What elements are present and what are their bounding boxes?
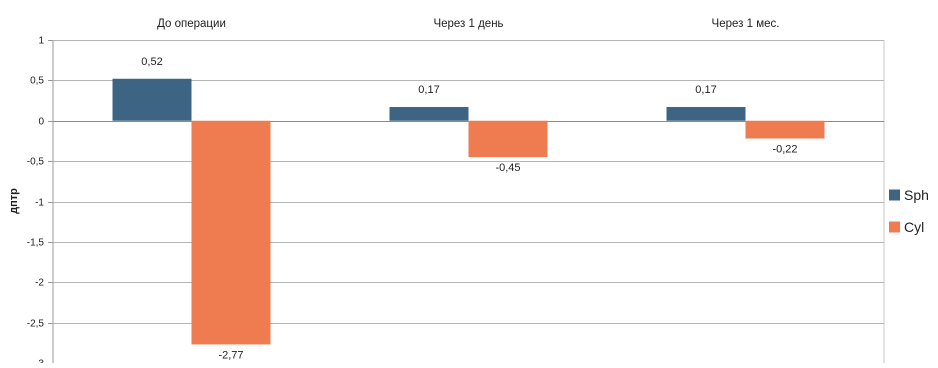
y-tick-label: -2,5 [27,319,45,330]
data-label: -0,45 [495,162,520,174]
category-label: До операции [157,18,226,30]
legend-label-sph: Sph [904,187,929,203]
y-tick-label: -2 [35,278,44,289]
bar-cyl [745,120,825,139]
category-label: Через 1 день [433,18,503,30]
data-label: -2,77 [218,349,243,361]
y-axis-label: дптр [8,188,20,214]
data-label: 0,52 [141,56,162,68]
legend: Sph Cyl [889,187,929,235]
category-label: Через 1 мес. [712,18,780,30]
bar-sph [389,107,469,121]
labels: 1 0,5 0 -0,5 -1 -1,5 -2 -2,5 -3 До операции 0,52 -2… [27,18,798,368]
y-tick-label: -0,5 [27,157,45,168]
data-label: 0,17 [695,84,716,96]
bar-cyl [468,120,548,158]
legend-swatch-cyl [889,221,900,233]
bars [112,78,825,345]
y-tick-label: 0,5 [30,76,44,87]
y-tick-label: -1 [35,198,44,209]
data-label: -0,22 [772,144,797,156]
y-tick-label: 0 [38,117,44,128]
y-tick-label: 1 [38,36,44,47]
legend-swatch-sph [889,189,900,201]
bar-sph [666,107,746,121]
legend-label-cyl: Cyl [904,219,924,235]
data-label: 0,17 [418,84,439,96]
bar-sph [112,78,192,121]
y-tick-label: -1,5 [27,238,45,249]
bar-cyl [191,120,271,345]
y-tick-label: -3 [35,359,44,364]
